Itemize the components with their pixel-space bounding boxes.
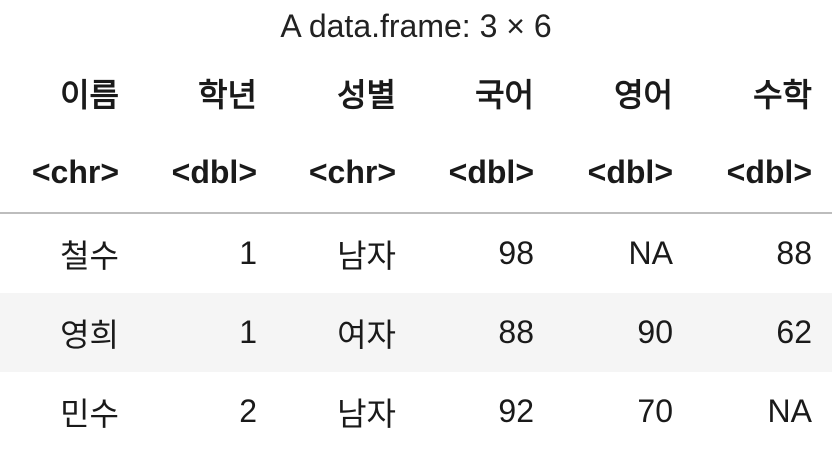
- table-cell: 98: [498, 235, 534, 271]
- table-row: 민수 2 남자 92 70 NA: [0, 372, 832, 451]
- column-type: <dbl>: [416, 132, 554, 214]
- column-header-name: 이름: [60, 76, 119, 114]
- table-cell: 남자: [337, 236, 396, 275]
- table-header: 이름 학년 성별 국어 영어 수학 <chr> <dbl> <chr> <dbl…: [0, 54, 832, 214]
- column-type: <dbl>: [139, 132, 277, 214]
- column-types-row: <chr> <dbl> <chr> <dbl> <dbl> <dbl>: [0, 132, 832, 214]
- table-row: 영희 1 여자 88 90 62: [0, 293, 832, 372]
- table-cell: 1: [239, 235, 257, 271]
- table-cell: 민수: [60, 394, 119, 433]
- table-cell: 여자: [277, 293, 416, 372]
- column-type: <chr>: [277, 132, 416, 214]
- table-cell: NA: [767, 393, 812, 429]
- data-frame-table: 이름 학년 성별 국어 영어 수학 <chr> <dbl> <chr> <dbl…: [0, 54, 832, 451]
- column-names-row: 이름 학년 성별 국어 영어 수학: [0, 54, 832, 132]
- table-cell: NA: [628, 235, 673, 271]
- table-body: 철수 1 남자 98 NA 88 영희 1 여자 88 90 62 민수 2 남…: [0, 213, 832, 451]
- table-cell: 62: [693, 293, 832, 372]
- table-cell: 88: [416, 293, 554, 372]
- column-type: <dbl>: [554, 132, 693, 214]
- column-header-grade: 학년: [198, 76, 257, 114]
- table-cell: 90: [554, 293, 693, 372]
- table-cell: 2: [239, 393, 257, 429]
- table-cell: 1: [139, 293, 277, 372]
- column-header-english: 영어: [614, 76, 673, 114]
- column-type: <chr>: [0, 132, 139, 214]
- table-cell: 철수: [60, 236, 119, 275]
- table-cell: 영희: [0, 293, 139, 372]
- table-row: 철수 1 남자 98 NA 88: [0, 213, 832, 293]
- table-caption: A data.frame: 3 × 6: [280, 8, 552, 44]
- column-header-korean: 국어: [475, 76, 534, 114]
- column-header-math: 수학: [753, 76, 812, 114]
- table-cell: 92: [498, 393, 534, 429]
- table-cell: 70: [637, 393, 673, 429]
- column-header-gender: 성별: [337, 76, 396, 114]
- table-cell: 88: [776, 235, 812, 271]
- table-cell: 남자: [337, 394, 396, 433]
- column-type: <dbl>: [693, 132, 832, 214]
